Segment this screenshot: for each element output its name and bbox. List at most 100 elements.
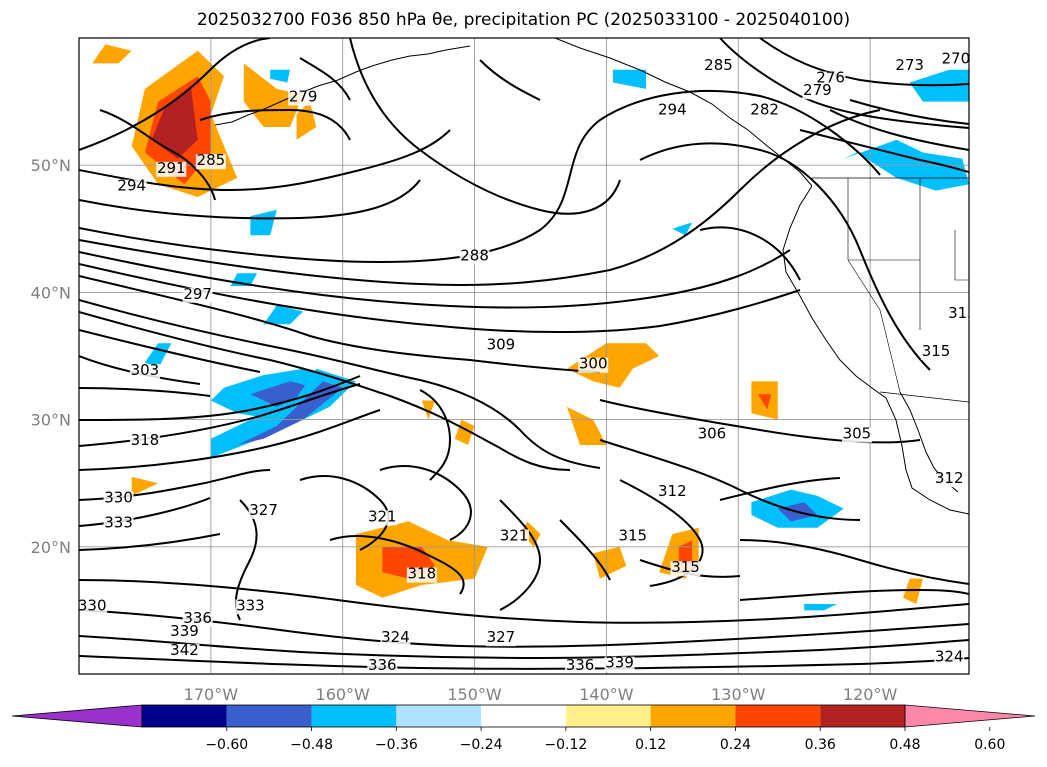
contour-label: 339 xyxy=(170,622,199,640)
precip-area xyxy=(566,343,660,388)
contour-label: 330 xyxy=(104,488,133,506)
contour-label-bg xyxy=(380,631,411,647)
colorbar-tick-label: 0.24 xyxy=(720,737,751,753)
contour-label: 330 xyxy=(78,596,107,614)
colorbar: −0.60 −0.48 −0.36 −0.24 −0.12 0.12 0.24 0.36 0.4… xyxy=(11,704,1036,753)
colorbar-tick-label: −0.24 xyxy=(460,737,503,753)
contour-label: 273 xyxy=(895,56,924,74)
contour-label: 336 xyxy=(183,609,212,627)
contour-labels: 294 291 285 279 288 297 309 300 303 318 306 305 330 3… xyxy=(78,49,977,674)
lon-tick-label: 170°W xyxy=(184,685,239,704)
contour-label: 312 xyxy=(935,469,964,487)
lon-tick-label: 120°W xyxy=(843,685,898,704)
west-coast-coastline xyxy=(782,185,969,515)
colorbar-tick-label: 0.48 xyxy=(889,737,920,753)
precip-area xyxy=(903,578,923,604)
precip-area xyxy=(92,44,132,64)
contour-label: 315 xyxy=(671,558,700,576)
colorbar-high-extend xyxy=(904,704,1036,728)
lat-tick-label: 30°N xyxy=(31,411,71,430)
contour-label-bg xyxy=(485,338,516,354)
contour-label-bg xyxy=(802,84,833,100)
contour-label-bg xyxy=(248,504,279,519)
contour-label-bg xyxy=(156,161,187,177)
contour-label: 318 xyxy=(131,431,160,449)
contour-label-bg xyxy=(406,567,437,583)
contour-label: 333 xyxy=(104,514,133,532)
precip-area xyxy=(421,400,435,420)
contour-label-bg xyxy=(617,529,648,545)
contour-label: 285 xyxy=(197,151,226,169)
map-background xyxy=(79,38,969,674)
contour-label-bg xyxy=(703,58,734,74)
precip-area xyxy=(758,394,772,410)
colorbar-swatch xyxy=(820,705,905,727)
contour-label-bg xyxy=(367,510,398,526)
colorbar-tick-label: −0.60 xyxy=(205,737,248,753)
contour-label: 285 xyxy=(704,56,733,74)
lon-tick-label: 140°W xyxy=(579,685,634,704)
precip-area xyxy=(672,222,693,236)
lon-tick-label: 160°W xyxy=(316,685,371,704)
colorbar-swatch xyxy=(396,705,482,727)
contour-label-bg xyxy=(79,599,108,615)
contour-label: 324 xyxy=(381,628,410,646)
precip-area xyxy=(131,476,159,496)
contour-label: 294 xyxy=(658,100,687,118)
contour-label: 333 xyxy=(236,596,265,614)
precip-area xyxy=(270,69,290,83)
colorbar-swatch xyxy=(481,705,566,727)
contour-label-bg xyxy=(103,491,134,507)
contour-label: 297 xyxy=(183,285,212,303)
contour-label-bg xyxy=(921,345,952,360)
precip-area xyxy=(250,381,317,407)
precip-area xyxy=(151,88,198,159)
aleutian-coastline xyxy=(214,45,471,126)
us-mexico-border xyxy=(879,391,969,403)
contour-label-bg xyxy=(578,357,609,373)
contour-label: 318 xyxy=(407,565,436,583)
contour-label-bg xyxy=(815,71,846,87)
contour-label: 342 xyxy=(170,641,199,659)
colorbar-tick-label: −0.36 xyxy=(375,737,418,753)
contour-label-bg xyxy=(485,631,516,647)
gridlines xyxy=(79,38,969,674)
state-borders xyxy=(847,178,969,393)
contour-label: 306 xyxy=(698,425,727,443)
contour-label: 315 xyxy=(922,342,951,360)
precip-area xyxy=(613,69,646,89)
contour-label: 303 xyxy=(131,361,160,379)
contour-label: 279 xyxy=(803,81,832,99)
contour-label: 315 xyxy=(618,526,647,544)
colorbar-tick-label: 0.12 xyxy=(635,737,666,753)
axis-ticks: 170°W 160°W 150°W 140°W 130°W 120°W 50°N 40°N 30… xyxy=(31,156,898,704)
colorbar-swatch xyxy=(735,705,821,727)
contour-label-bg xyxy=(657,484,688,500)
colorbar-frame xyxy=(141,704,906,728)
contour-label-bg xyxy=(129,364,160,380)
contour-label: 279 xyxy=(289,88,318,106)
contour-label-bg xyxy=(749,103,780,119)
colorbar-tick-label: 0.36 xyxy=(805,737,836,753)
contour-label-bg xyxy=(367,659,398,674)
contour-label: 321 xyxy=(500,526,529,544)
lon-tick-label: 150°W xyxy=(447,685,502,704)
contour-label: 282 xyxy=(750,100,779,118)
contour-label: 270 xyxy=(941,49,970,67)
contour-label-bg xyxy=(499,529,530,545)
contour-label: 315 xyxy=(948,304,977,322)
contour-label-bg xyxy=(182,612,213,628)
contour-label-bg xyxy=(459,249,490,265)
contour-label-bg xyxy=(934,472,965,488)
contour-label: 291 xyxy=(157,159,186,177)
figure-title: 2025032700 F036 850 hPa θe, precipitatio… xyxy=(196,10,851,30)
contour-label-bg xyxy=(934,650,965,666)
contour-label: 276 xyxy=(816,69,845,87)
contour-label-bg xyxy=(947,306,969,322)
contour-label: 327 xyxy=(487,628,516,646)
contour-label: 288 xyxy=(460,247,489,265)
contour-label-bg xyxy=(657,103,688,119)
colorbar-swatch xyxy=(142,705,227,727)
colorbar-swatch xyxy=(565,705,651,727)
